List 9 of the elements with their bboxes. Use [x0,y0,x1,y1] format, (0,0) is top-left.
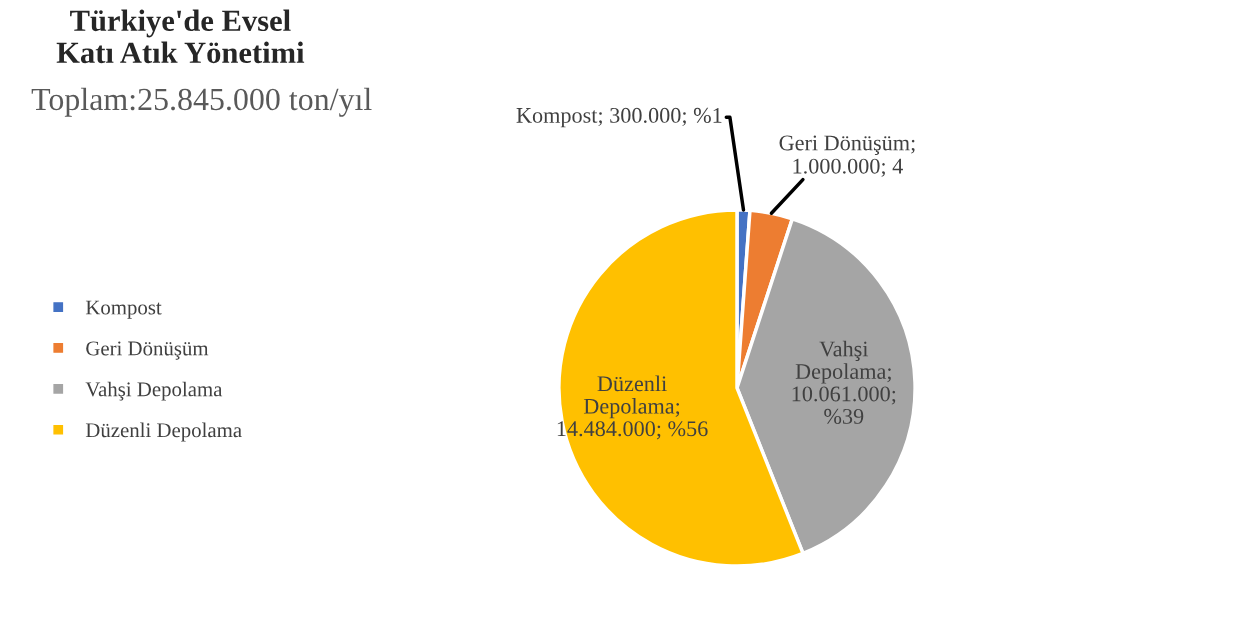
legend-label: Kompost [85,300,162,319]
data-label: Vahşi Depolama; 10.061.000; %39 [792,340,896,424]
legend-label: Vahşi Depolama [85,381,223,401]
legend-label: Geri Dönüşüm [86,341,209,360]
data-label: Kompost; 300.000; %1 [516,107,722,128]
data-label: Geri Dönüşüm; 1.000.000; 4 [779,135,915,177]
legend-label: Düzenli Depolama [85,422,242,442]
chart-title: Türkiye'de Evsel Katı Atık Yönetimi [56,9,305,64]
chart-subtitle: Toplam:25.845.000 ton/yıl [31,87,372,117]
